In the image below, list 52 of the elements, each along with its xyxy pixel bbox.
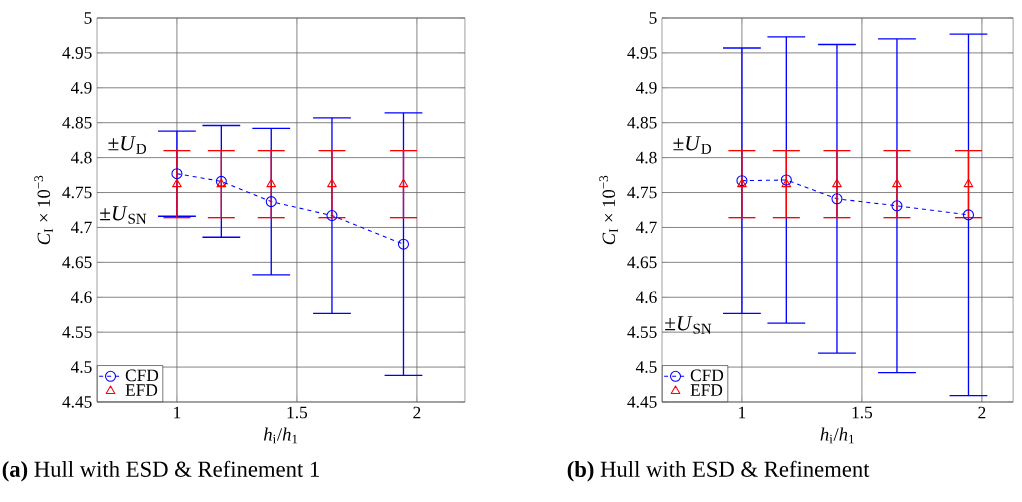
annotation: ±U$_{D}$ [108, 136, 147, 154]
annotation: ±U$_{SN}$ [100, 206, 147, 224]
x-tick-label: 1.5 [287, 406, 308, 419]
x-tick-label: 1 [174, 406, 181, 419]
point [326, 210, 338, 222]
y-tick-label: 4.9 [70, 81, 92, 94]
y-tick-label: 4.6 [70, 291, 92, 304]
annotation: ±U$_{SN}$ [665, 316, 712, 334]
y-tick-label: 4.55 [627, 326, 657, 338]
x-axis-title: h$_{i}$/h$_{1}$ [820, 427, 854, 444]
legend-label: EFD [690, 384, 723, 396]
x-tick-label: 1.5 [852, 406, 873, 419]
y-tick-label: 4.9 [635, 81, 657, 94]
x-tick-label: 2 [413, 406, 421, 419]
y-tick-label: 4.65 [62, 256, 92, 269]
point [171, 168, 183, 180]
y-tick-label: 4.7 [635, 221, 657, 234]
y-tick-label: 4.75 [62, 186, 92, 199]
y-tick-label: 4.6 [635, 291, 657, 304]
y-axis-title: C$_{I}$ × 10$^{−3}$ [599, 175, 618, 245]
y-tick-label: 4.7 [70, 221, 92, 234]
point [398, 178, 409, 188]
point [265, 196, 277, 208]
y-tick-label: 4.8 [70, 151, 92, 164]
y-tick-label: 4.85 [627, 116, 657, 129]
point [397, 238, 410, 250]
point [172, 178, 182, 188]
y-tick-label: 4.95 [627, 47, 657, 59]
y-tick-label: 4.45 [62, 396, 92, 408]
y-tick-label: 4.45 [627, 396, 657, 408]
point [327, 178, 337, 188]
x-tick-label: 1 [739, 406, 746, 419]
y-tick-label: 5 [84, 12, 92, 24]
annotation: ±U$_{D}$ [673, 136, 712, 154]
y-tick-label: 4.55 [62, 326, 92, 338]
y-tick-label: 4.95 [62, 47, 92, 59]
x-axis-title: h$_{i}$/h$_{1}$ [263, 427, 298, 444]
y-tick-label: 4.65 [627, 256, 657, 269]
text: (b) Hull with ESD & Refinement [567, 460, 870, 482]
text: (a) Hull with ESD & Refinement 1 [2, 460, 319, 482]
y-tick-label: 5 [649, 12, 657, 24]
y-tick-label: 4.85 [62, 116, 92, 129]
y-axis-title: C$_{I}$ × 10$^{−3}$ [34, 175, 53, 245]
y-tick-label: 4.75 [627, 186, 657, 199]
point [266, 178, 277, 188]
legend-label: CFD [690, 369, 724, 382]
y-tick-label: 4.5 [635, 361, 657, 373]
legend-label: EFD [125, 384, 158, 396]
x-tick-label: 2 [978, 406, 986, 419]
y-tick-label: 4.5 [70, 361, 92, 373]
legend-label: CFD [125, 369, 159, 382]
y-tick-label: 4.8 [635, 151, 657, 164]
